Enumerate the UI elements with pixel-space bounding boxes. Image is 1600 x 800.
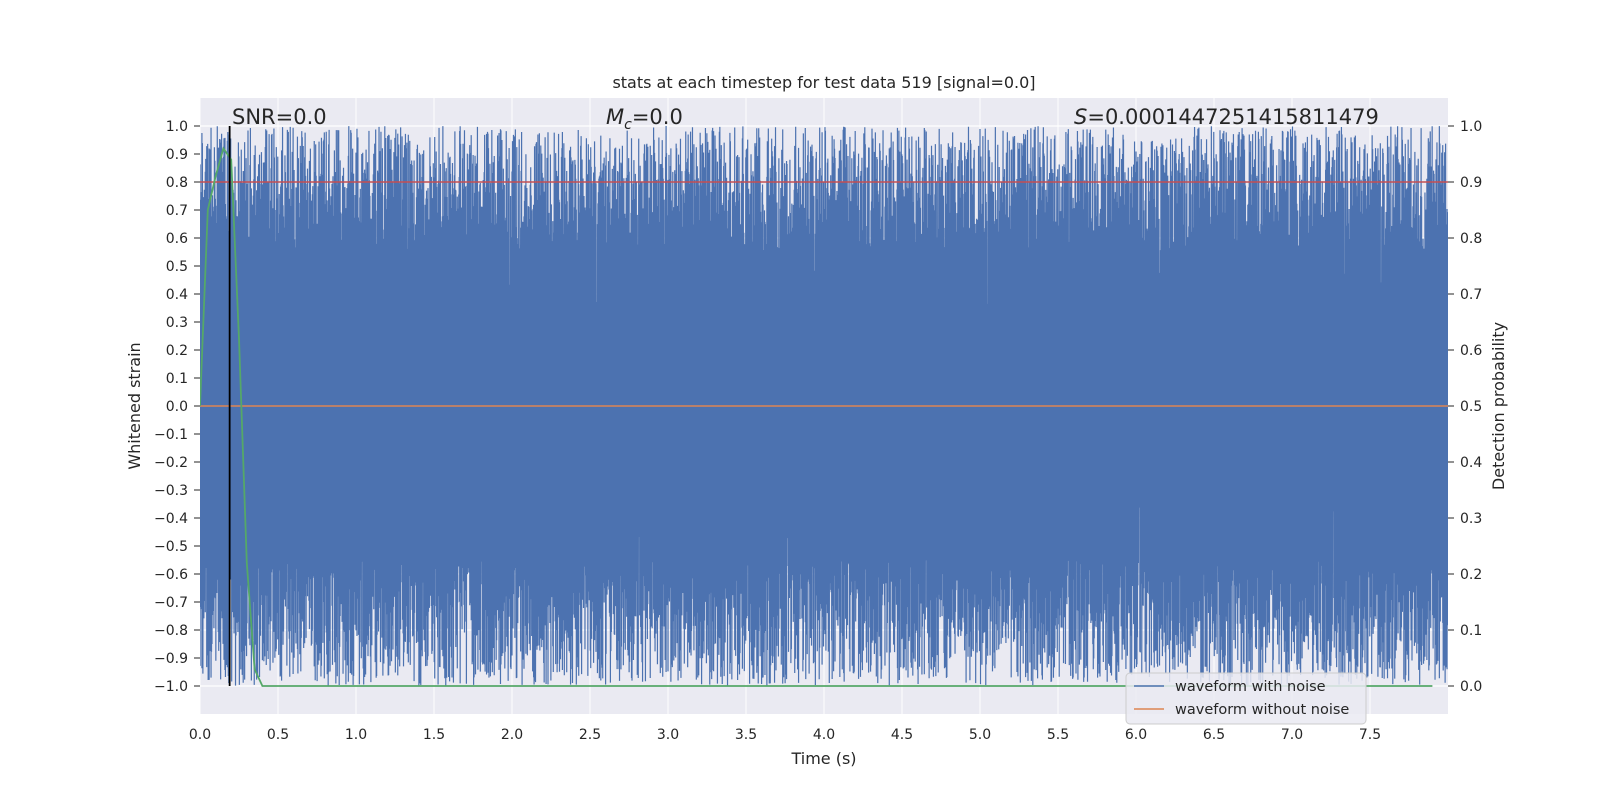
y-tick-label: −0.7 bbox=[154, 595, 188, 611]
x-tick-label: 5.0 bbox=[969, 727, 991, 743]
x-tick-label: 4.0 bbox=[813, 727, 835, 743]
y-tick-label: −0.6 bbox=[154, 567, 188, 583]
y-tick-label: 0.0 bbox=[166, 399, 188, 415]
s-annotation: S=0.0001447251415811479 bbox=[1074, 105, 1379, 129]
x-tick-label: 7.0 bbox=[1281, 727, 1303, 743]
right-y-tick-label: 0.0 bbox=[1460, 679, 1482, 695]
series-layer bbox=[200, 125, 1448, 687]
y-tick-label: 0.7 bbox=[166, 203, 188, 219]
x-axis-label: Time (s) bbox=[790, 749, 856, 768]
y-tick-label: 0.3 bbox=[166, 315, 188, 331]
snr-annotation: SNR=0.0 bbox=[232, 105, 327, 129]
y-tick-label: −0.4 bbox=[154, 511, 188, 527]
x-tick-label: 5.5 bbox=[1047, 727, 1069, 743]
chirp-mass-value: =0.0 bbox=[632, 105, 683, 129]
right-y-tick-label: 0.3 bbox=[1460, 511, 1482, 527]
y-axis-label: Whitened strain bbox=[125, 342, 144, 469]
legend: waveform with noise waveform without noi… bbox=[1125, 672, 1367, 725]
right-y-tick-label: 1.0 bbox=[1460, 119, 1482, 135]
right-y-tick-label: 0.5 bbox=[1460, 399, 1482, 415]
y-tick-label: 0.2 bbox=[166, 343, 188, 359]
y-tick-label: −0.1 bbox=[154, 427, 188, 443]
x-tick-label: 3.0 bbox=[657, 727, 679, 743]
y-tick-label: −0.2 bbox=[154, 455, 188, 471]
y-tick-label: 0.9 bbox=[166, 147, 188, 163]
y-tick-label: 0.8 bbox=[166, 175, 188, 191]
x-tick-label: 1.0 bbox=[345, 727, 367, 743]
y-tick-label: −1.0 bbox=[154, 679, 188, 695]
y-tick-label: 0.6 bbox=[166, 231, 188, 247]
series-waveform-with-noise bbox=[200, 125, 1448, 686]
chirp-mass-subscript: c bbox=[624, 117, 632, 133]
right-y-tick-label: 0.8 bbox=[1460, 231, 1482, 247]
right-y-axis-label: Detection probability bbox=[1489, 322, 1508, 490]
s-value: =0.0001447251415811479 bbox=[1087, 105, 1379, 129]
x-tick-label: 6.0 bbox=[1125, 727, 1147, 743]
x-tick-label: 7.5 bbox=[1359, 727, 1381, 743]
legend-label-noise: waveform with noise bbox=[1175, 679, 1326, 695]
x-tick-label: 6.5 bbox=[1203, 727, 1225, 743]
y-tick-label: −0.3 bbox=[154, 483, 188, 499]
y-tick-label: −0.9 bbox=[154, 651, 188, 667]
x-tick-label: 1.5 bbox=[423, 727, 445, 743]
chart-title: stats at each timestep for test data 519… bbox=[612, 73, 1035, 92]
x-tick-label: 0.5 bbox=[267, 727, 289, 743]
x-tick-label: 2.0 bbox=[501, 727, 523, 743]
y-tick-label: −0.8 bbox=[154, 623, 188, 639]
y-tick-label: −0.5 bbox=[154, 539, 188, 555]
y-tick-label: 0.5 bbox=[166, 259, 188, 275]
legend-box bbox=[1125, 672, 1367, 725]
right-y-tick-label: 0.9 bbox=[1460, 175, 1482, 191]
y-tick-label: 0.4 bbox=[166, 287, 188, 303]
right-y-tick-label: 0.6 bbox=[1460, 343, 1482, 359]
x-tick-label: 4.5 bbox=[891, 727, 913, 743]
right-y-tick-label: 0.1 bbox=[1460, 623, 1482, 639]
x-tick-label: 0.0 bbox=[189, 727, 211, 743]
right-y-tick-label: 0.2 bbox=[1460, 567, 1482, 583]
x-tick-label: 3.5 bbox=[735, 727, 757, 743]
x-tick-label: 2.5 bbox=[579, 727, 601, 743]
s-symbol: S bbox=[1074, 105, 1087, 129]
legend-label-clean: waveform without noise bbox=[1175, 702, 1349, 718]
right-y-tick-label: 0.4 bbox=[1460, 455, 1482, 471]
axes: 0.0 0.5 1.0 1.5 2.0 2.5 3.0 3.5 4.0 4.5 5.0 5.5 6.0 6… bbox=[154, 119, 1482, 743]
right-y-tick-label: 0.7 bbox=[1460, 287, 1482, 303]
chirp-mass-annotation: Mc=0.0 bbox=[606, 105, 683, 133]
series-detection-probability bbox=[200, 146, 1433, 687]
y-tick-label: 1.0 bbox=[166, 119, 188, 135]
y-tick-label: 0.1 bbox=[166, 371, 188, 387]
chirp-mass-symbol: M bbox=[606, 105, 624, 129]
